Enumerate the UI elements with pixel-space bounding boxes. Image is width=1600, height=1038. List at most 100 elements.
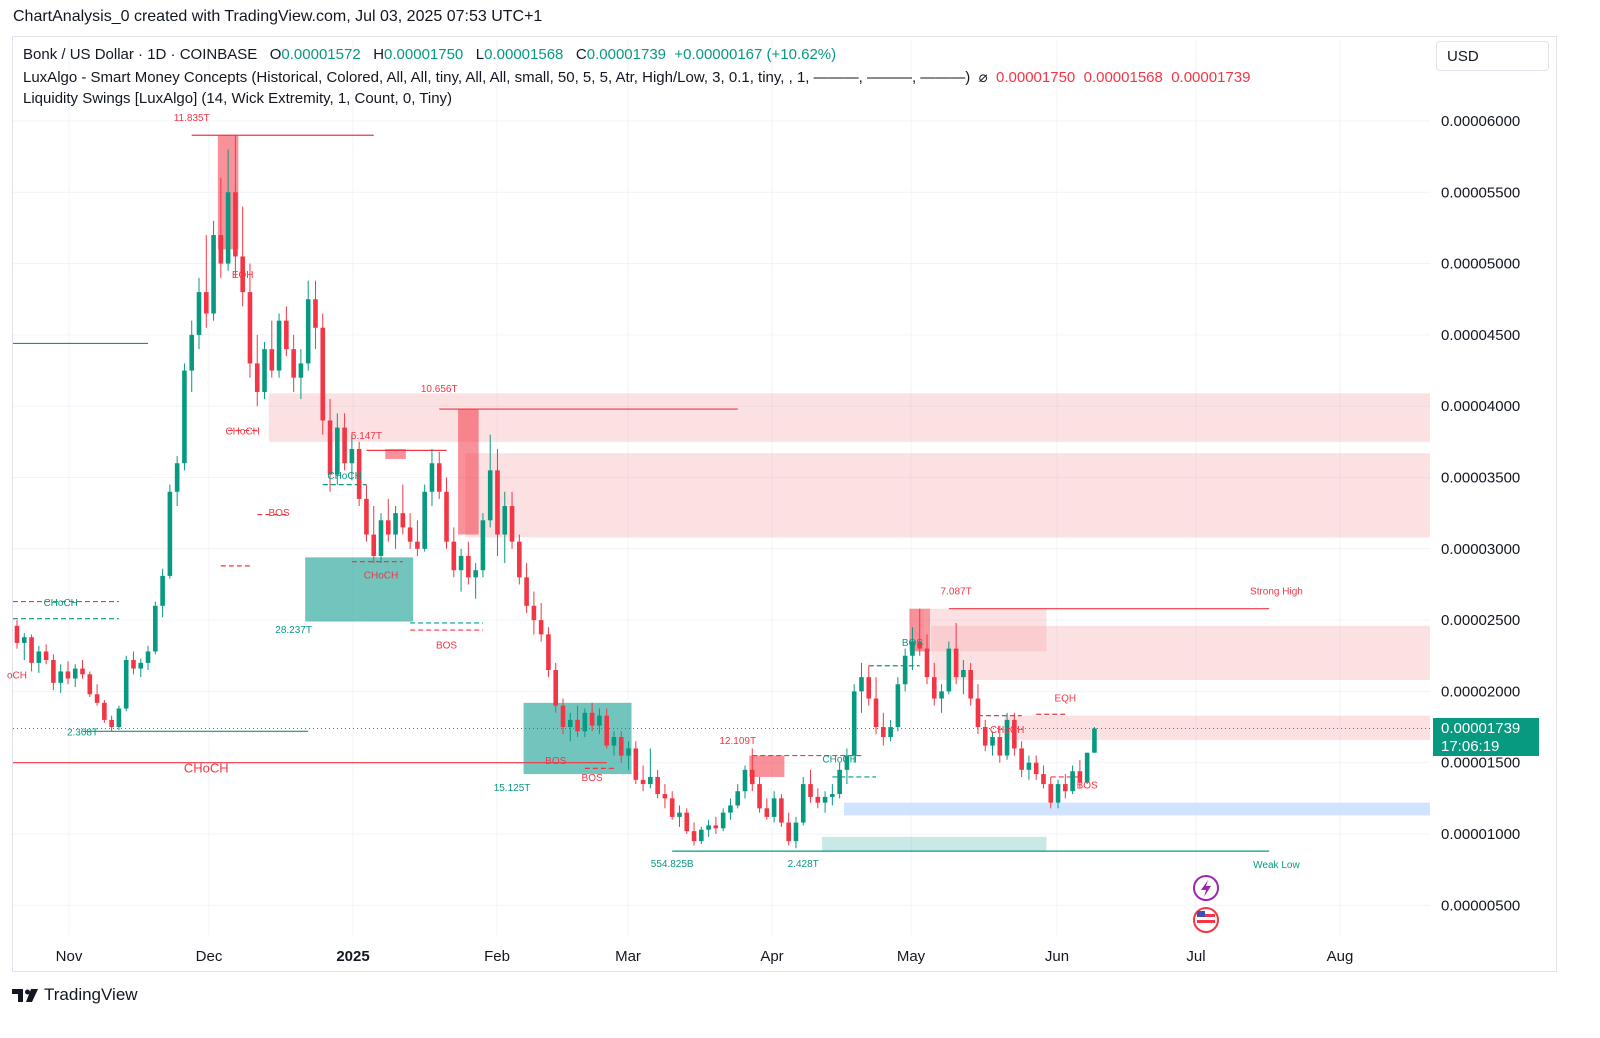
legend-indicator-smc[interactable]: LuxAlgo - Smart Money Concepts (Historic…	[23, 68, 1250, 86]
candle-body	[466, 555, 471, 578]
legend-low-value: 0.00001568	[484, 46, 564, 63]
candle-body	[939, 691, 944, 699]
candle-body	[1055, 784, 1061, 803]
candle-body	[1063, 784, 1068, 792]
us-flag-canton-icon	[1197, 911, 1205, 917]
candle-body	[830, 794, 835, 797]
candle-body	[21, 637, 27, 643]
chart-annotation: BOS	[1077, 780, 1098, 791]
candle-body	[531, 605, 537, 621]
candle-body	[502, 506, 508, 535]
candle-body	[203, 292, 209, 314]
demand-zone-dec	[305, 557, 414, 622]
candle-body	[385, 520, 391, 535]
chart-annotation: CHoCH	[364, 571, 398, 582]
x-axis-tick-label: Apr	[760, 948, 783, 965]
candle-body	[648, 776, 653, 785]
candle-body	[94, 694, 100, 703]
candle-body	[1012, 719, 1017, 749]
candle-body	[728, 805, 733, 813]
y-axis-tick-label: 0.00006000	[1441, 113, 1520, 130]
candle-body	[487, 470, 493, 521]
candle-body	[342, 427, 347, 464]
chart-annotation: Weak Low	[1253, 860, 1300, 871]
chart-annotation: 28.237T	[275, 625, 312, 636]
candle-body	[786, 822, 791, 842]
smc-value-1: 0.00001750	[996, 69, 1076, 86]
y-axis-tick-label: 0.00005500	[1441, 184, 1520, 201]
last-price-value: 0.00001739	[1441, 720, 1521, 737]
y-axis-tick-label: 0.00001000	[1441, 826, 1520, 843]
lightning-icon	[1201, 880, 1211, 897]
legend-indicator-liquidity[interactable]: Liquidity Swings [LuxAlgo] (14, Wick Ext…	[23, 90, 452, 107]
candle-body	[400, 513, 406, 528]
x-axis-tick-label: Jun	[1045, 948, 1069, 965]
chart-annotation: CHoCH	[43, 598, 77, 609]
candle-body	[189, 334, 195, 371]
chart-annotation: BOS	[545, 756, 566, 767]
candle-body	[138, 662, 144, 669]
chart-annotation: Strong High	[1250, 586, 1303, 597]
candle-body	[975, 698, 981, 728]
candle-body	[677, 812, 682, 817]
candle-body	[356, 448, 362, 499]
candle-body	[662, 794, 668, 799]
candle-body	[58, 671, 63, 683]
candle-body	[815, 796, 821, 803]
chart-annotation: 11.835T	[174, 113, 210, 124]
candle-body	[444, 491, 449, 542]
supply-zone-may-box	[924, 608, 1047, 652]
candle-body	[626, 748, 631, 756]
candle-body	[560, 705, 566, 728]
legend-close-value: 0.00001739	[586, 46, 666, 63]
supply-zone-mid	[465, 453, 1430, 538]
chart-annotation: 2.308T	[67, 728, 98, 739]
supply-zone-jun	[1004, 715, 1430, 740]
candle-body	[247, 292, 253, 364]
candle-body	[735, 791, 741, 806]
tradingview-logo[interactable]: TradingView	[12, 985, 138, 1005]
candle-body	[946, 648, 952, 692]
candle-body	[284, 320, 289, 350]
candle-body	[902, 655, 908, 685]
candle-body	[378, 520, 384, 556]
candle-body	[1077, 771, 1083, 783]
candle-body	[713, 825, 719, 829]
smc-value-2: 0.00001568	[1083, 69, 1163, 86]
candle-body	[982, 727, 988, 746]
candle-body	[145, 651, 151, 663]
candle-body	[538, 620, 544, 635]
candle-body	[480, 520, 486, 571]
candle-body	[87, 674, 93, 695]
candle-body	[990, 737, 995, 746]
currency-button[interactable]: USD	[1436, 41, 1549, 71]
candle-body	[160, 575, 165, 606]
candle-body	[808, 784, 813, 797]
candle-body	[415, 541, 420, 549]
candle-body	[72, 668, 78, 679]
legend-symbol[interactable]: Bonk / US Dollar · 1D · COINBASE	[23, 46, 258, 63]
candle-body	[436, 463, 442, 492]
chart-annotation: EQH	[232, 270, 254, 281]
candle-body	[335, 427, 340, 475]
candle-body	[276, 320, 282, 371]
candle-body	[1004, 719, 1010, 756]
candle-body	[407, 527, 413, 542]
candle-body	[546, 634, 551, 671]
candle-body	[1019, 748, 1024, 770]
candle-body	[51, 660, 56, 683]
candle-body	[699, 829, 704, 842]
legend-high-value: 0.00001750	[384, 46, 464, 63]
order-block-dec	[385, 448, 406, 459]
candle-body	[837, 769, 842, 795]
demand-zone-apr	[822, 836, 1047, 852]
candle-body	[597, 715, 602, 726]
candle-body	[254, 363, 260, 392]
candle-body	[269, 349, 275, 371]
candle-body	[611, 737, 617, 746]
y-axis-tick-label: 0.00001500	[1441, 755, 1520, 772]
candle-body	[706, 825, 711, 830]
chart-annotation: 554.825B	[651, 859, 694, 870]
us-flag-stripe-icon	[1197, 920, 1215, 923]
